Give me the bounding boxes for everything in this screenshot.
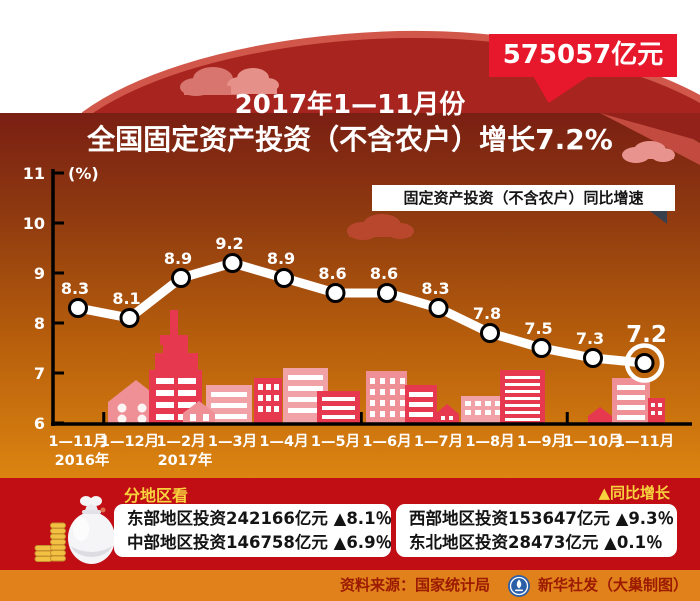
- svg-text:2016年: 2016年: [55, 451, 110, 469]
- svg-text:8.6: 8.6: [318, 264, 346, 283]
- svg-text:1—7月: 1—7月: [414, 433, 463, 450]
- svg-text:1—11月: 1—11月: [48, 433, 107, 450]
- region-stat-line: 东部地区投资242166亿元 ▲8.1％: [127, 509, 393, 528]
- svg-text:8.3: 8.3: [61, 279, 89, 298]
- region-stat-line: 西部地区投资153647亿元 ▲9.3％: [409, 509, 675, 528]
- footer: 资料来源：国家统计局 新华社发（大巢制图）: [0, 570, 700, 601]
- svg-text:8.1: 8.1: [112, 289, 140, 308]
- svg-text:1—12月: 1—12月: [100, 433, 159, 450]
- svg-text:9.2: 9.2: [215, 234, 243, 253]
- svg-text:1—6月: 1—6月: [362, 433, 411, 450]
- svg-text:1—10月: 1—10月: [563, 433, 622, 450]
- legend-label: 固定资产投资（不含农户）同比增速: [403, 189, 644, 207]
- svg-text:8.3: 8.3: [421, 279, 449, 298]
- data-source: 资料来源：国家统计局: [340, 576, 491, 594]
- svg-text:9: 9: [34, 264, 45, 283]
- svg-text:7.2: 7.2: [626, 322, 667, 348]
- svg-text:1—11月: 1—11月: [615, 433, 674, 450]
- region-stats-box-east-central: 东部地区投资242166亿元 ▲8.1％ 中部地区投资146758亿元 ▲6.9…: [114, 504, 393, 557]
- svg-text:1—8月: 1—8月: [465, 433, 514, 450]
- svg-text:7: 7: [34, 364, 45, 383]
- svg-text:2017年: 2017年: [158, 451, 213, 469]
- svg-text:6: 6: [34, 414, 45, 433]
- svg-text:8: 8: [34, 314, 45, 333]
- cloud-icon: [180, 67, 279, 96]
- svg-text:8.9: 8.9: [164, 249, 192, 268]
- svg-text:7.8: 7.8: [473, 304, 501, 323]
- publisher-credit: 新华社发（大巢制图）: [538, 576, 689, 594]
- series-line: [68, 253, 665, 383]
- total-amount-badge: 575057亿元: [489, 34, 677, 77]
- coin-stack-icon: [34, 522, 66, 562]
- xinhua-logo: [508, 575, 530, 597]
- page-title-line1: 2017年1—11月份: [234, 90, 466, 120]
- regions-section-label: 分地区看: [124, 486, 189, 505]
- ribbon-decoration: [600, 113, 700, 165]
- svg-text:(%): (%): [68, 164, 99, 183]
- svg-text:7.3: 7.3: [576, 329, 604, 348]
- yoy-growth-note: ▲同比增长: [598, 484, 670, 502]
- region-stat-line: 东北地区投资28473亿元 ▲0.1％: [409, 533, 663, 552]
- region-stat-line: 中部地区投资146758亿元 ▲6.9％: [127, 533, 393, 552]
- money-bag-icon: [34, 496, 115, 564]
- region-stats-box-west-northeast: 西部地区投资153647亿元 ▲9.3％ 东北地区投资28473亿元 ▲0.1％: [396, 504, 677, 557]
- svg-text:10: 10: [23, 214, 45, 233]
- svg-text:1—4月: 1—4月: [259, 433, 308, 450]
- svg-text:8.6: 8.6: [370, 264, 398, 283]
- svg-text:1—3月: 1—3月: [208, 433, 257, 450]
- page-title-line2: 全国固定资产投资（不含农户）增长7.2%: [87, 123, 613, 156]
- legend: 固定资产投资（不含农户）同比增速: [372, 185, 675, 224]
- bag-icon: [68, 496, 115, 564]
- svg-text:8.9: 8.9: [267, 249, 295, 268]
- axes: [51, 169, 692, 426]
- chart-area: 6 7 8 9 10 11 (%) 1—11月 1—12月 1—2月 1—3月 1—4月 1—5月 1—6…: [0, 113, 700, 478]
- regions-section: 分地区看 ▲同比增长 东部地区投资242166亿元 ▲8.1％ 中部地区投资14…: [0, 478, 700, 570]
- svg-text:7.5: 7.5: [524, 319, 552, 338]
- city-skyline-decoration: [108, 310, 665, 425]
- svg-text:1—5月: 1—5月: [311, 433, 360, 450]
- svg-text:1—2月: 1—2月: [156, 433, 205, 450]
- svg-text:1—9月: 1—9月: [517, 433, 566, 450]
- svg-text:11: 11: [23, 164, 45, 183]
- cloud-icon: [347, 141, 675, 240]
